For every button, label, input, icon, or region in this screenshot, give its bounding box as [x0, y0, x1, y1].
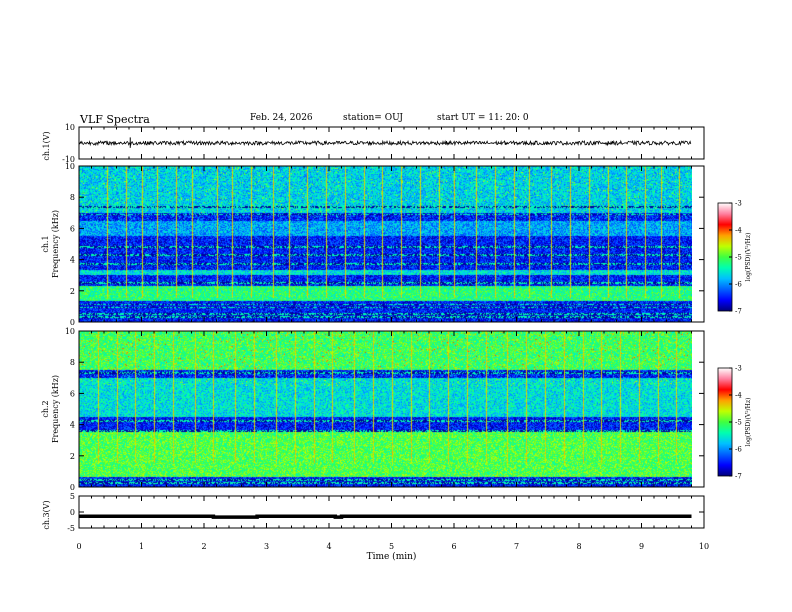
ch3-y-tick-label: 0 [70, 508, 75, 517]
x-tick-label: 7 [514, 542, 519, 551]
ch1-colorbar-tick-label: -7 [735, 308, 742, 316]
x-axis-label: Time (min) [367, 551, 417, 562]
x-tick-label: 4 [326, 542, 331, 551]
ch3-y-tick-label: -5 [67, 524, 75, 533]
sp1-y-tick-label: 0 [70, 318, 75, 327]
ch2-colorbar-tick-label: -4 [735, 392, 742, 400]
date-label: Feb. 24, 2026 [250, 113, 313, 123]
sp1-y-tick-label: 2 [70, 287, 75, 296]
ch1-y-tick-label: -10 [62, 155, 75, 164]
sp2-y-tick-label: 4 [70, 421, 75, 430]
ch2-spectrogram-image [79, 331, 692, 487]
ch1-y-axis-label: ch.1(V) [42, 131, 51, 160]
x-tick-label: 8 [576, 542, 581, 551]
ch1-waveform-trace [79, 139, 692, 147]
x-tick-label: 9 [639, 542, 644, 551]
ch1-colorbar-tick-label: -5 [735, 254, 742, 262]
sp2-y-tick-label: 0 [70, 483, 75, 492]
ch2-frequency-axis-label: Frequency (kHz) [51, 375, 60, 443]
sp2-y-tick-label: 8 [70, 358, 75, 367]
ch2-colorbar-tick-label: -7 [735, 473, 742, 481]
x-tick-label: 1 [139, 542, 144, 551]
ch3-y-axis-label: ch.3(V) [42, 500, 51, 529]
station-label: station= OUJ [343, 113, 404, 123]
ch3-waveform-trace [79, 514, 692, 519]
x-tick-label: 0 [76, 542, 81, 551]
sp1-y-tick-label: 8 [70, 193, 75, 202]
ch1-colorbar-label: log(PSD)(V²/Hz) [745, 233, 752, 282]
ch1-frequency-axis-label: Frequency (kHz) [51, 210, 60, 278]
sp1-y-tick-label: 4 [70, 256, 75, 265]
ch1-colorbar-tick-label: -4 [735, 227, 742, 235]
x-tick-label: 10 [699, 542, 709, 551]
chart-title: VLF Spectra [80, 113, 150, 126]
ch2-spectrogram-label: ch.2 [41, 400, 50, 417]
ch1-colorbar-tick-label: -6 [735, 281, 742, 289]
sp2-y-tick-label: 10 [65, 327, 75, 336]
ch1-spectrogram-label: ch.1 [41, 235, 50, 252]
x-tick-label: 5 [389, 542, 394, 551]
start-time-label: start UT = 11: 20: 0 [437, 113, 529, 123]
x-tick-label: 2 [201, 542, 206, 551]
x-tick-label: 6 [451, 542, 456, 551]
ch2-colorbar-tick-label: -6 [735, 446, 742, 454]
sp2-y-tick-label: 6 [70, 389, 75, 398]
ch3-y-tick-label: 5 [70, 492, 75, 501]
sp1-y-tick-label: 10 [65, 162, 75, 171]
x-tick-label: 3 [264, 542, 269, 551]
sp1-y-tick-label: 6 [70, 224, 75, 233]
ch1-y-tick-label: 10 [65, 123, 75, 132]
ch2-colorbar-tick-label: -5 [735, 419, 742, 427]
ch2-colorbar-tick-label: -3 [735, 365, 742, 373]
ch2-colorbar-label: log(PSD)(V²/Hz) [745, 398, 752, 447]
sp2-y-tick-label: 2 [70, 452, 75, 461]
ch1-colorbar-tick-label: -3 [735, 200, 742, 208]
ch1-spectrogram-image [79, 166, 692, 322]
